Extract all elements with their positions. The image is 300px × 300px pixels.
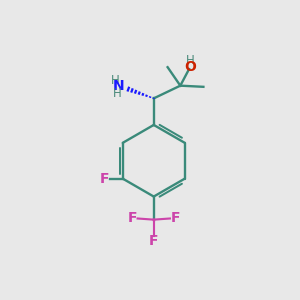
Text: F: F (149, 234, 158, 248)
Text: F: F (100, 172, 109, 186)
Text: F: F (128, 212, 137, 226)
Text: H: H (111, 74, 120, 87)
Text: O: O (184, 60, 196, 74)
Text: H: H (113, 87, 122, 100)
Text: N: N (112, 80, 124, 93)
Text: F: F (170, 212, 180, 226)
Text: H: H (185, 54, 194, 67)
